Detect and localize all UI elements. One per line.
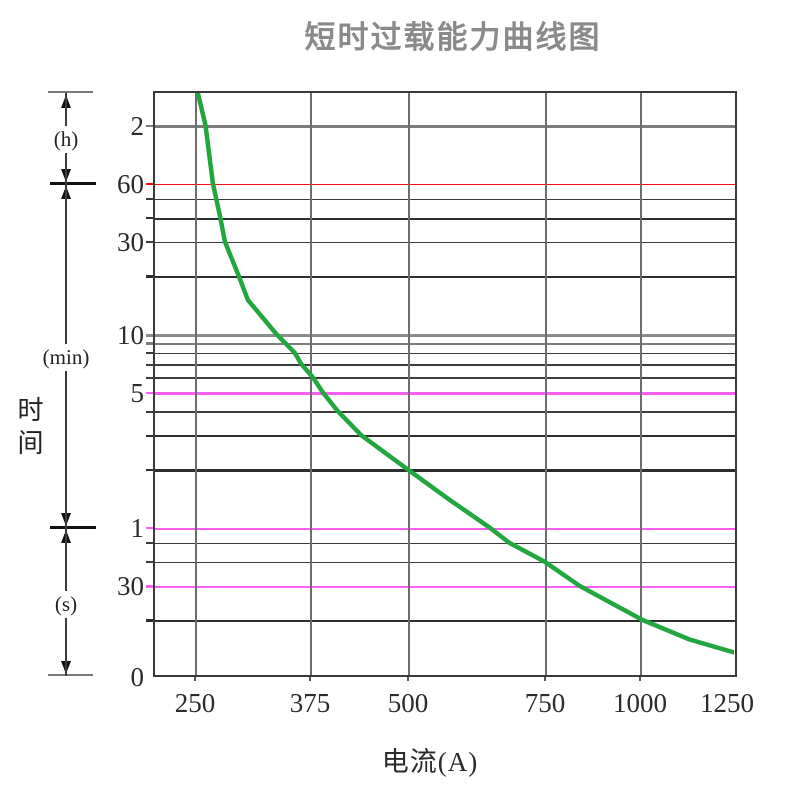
y-axis-tick: [146, 434, 153, 437]
y-axis-tick: [146, 468, 153, 471]
y-tick-label: 30: [117, 227, 144, 258]
y-axis-tick: [146, 376, 153, 379]
dim-cap-top: [48, 91, 93, 93]
y-gridline: [155, 275, 735, 278]
overload-curve: [195, 93, 734, 655]
y-axis-tick: [146, 542, 153, 545]
y-gridline: [155, 527, 735, 530]
x-gridline: [544, 93, 547, 675]
y-axis-tick: [146, 561, 153, 564]
y-gridline: [155, 364, 735, 366]
overload-curve-path: [195, 93, 734, 655]
y-tick-label: 60: [117, 169, 144, 199]
y-axis-tick: [146, 410, 153, 413]
plot-area: [153, 91, 737, 677]
y-gridline: [155, 198, 735, 201]
y-axis-tick: [146, 241, 153, 244]
y-tick-label: 10: [117, 319, 144, 350]
y-axis-tick: [146, 183, 153, 185]
x-tick-label: 375: [289, 688, 331, 718]
x-tick-label: 500: [387, 688, 429, 718]
x-tick-label: 1000: [613, 688, 667, 718]
y-axis-tick: [146, 217, 153, 220]
y-axis-tick: [146, 527, 153, 530]
y-tick-label: 30: [117, 571, 144, 602]
dim-cap-bottom: [48, 674, 93, 676]
x-gridline: [639, 93, 642, 675]
x-tick-label: 1250: [700, 688, 754, 718]
y-tick-label: 2: [130, 110, 145, 141]
y-gridline: [155, 342, 735, 346]
y-axis-tick: [146, 619, 153, 622]
x-axis-tick: [639, 677, 641, 681]
x-axis-title: 电流(A): [381, 747, 479, 777]
y-gridline: [155, 352, 735, 355]
x-gridline: [309, 93, 312, 675]
x-tick-label: 250: [174, 688, 216, 718]
y-axis-tick: [146, 124, 153, 128]
y-gridline: [155, 469, 735, 472]
unit-band-hours: (h): [50, 126, 82, 153]
y-gridline: [155, 125, 735, 128]
chart-title: 短时过载能力曲线图: [304, 20, 602, 55]
y-tick-label: 1: [130, 513, 145, 544]
y-gridline: [155, 217, 735, 220]
unit-band-minutes: (min): [39, 344, 93, 371]
unit-band-seconds: (s): [51, 591, 81, 618]
x-gridline: [407, 93, 410, 675]
y-axis-tick: [146, 391, 153, 394]
y-gridline: [155, 411, 735, 413]
y-gridline: [155, 241, 735, 244]
y-gridline: [155, 392, 735, 395]
y-axis-tick: [146, 275, 153, 278]
y-gridline: [155, 377, 735, 379]
x-axis-tick: [544, 677, 546, 681]
x-axis-tick: [309, 677, 311, 681]
y-gridline: [155, 542, 735, 545]
dim-bar-1min: [50, 526, 96, 529]
y-gridline: [155, 435, 735, 438]
y-tick-label: 0: [130, 662, 145, 692]
x-axis-tick: [194, 677, 196, 681]
y-axis-tick: [146, 333, 153, 337]
y-gridline: [155, 619, 735, 623]
y-axis-tick: [146, 352, 153, 355]
y-axis-title: 时间: [14, 396, 43, 462]
x-axis-tick: [407, 677, 409, 681]
x-tick-label: 750: [524, 688, 566, 718]
y-gridline: [155, 561, 735, 564]
x-gridline: [194, 93, 197, 675]
dim-bar-60min: [50, 182, 96, 185]
dim-line: [65, 93, 67, 676]
y-tick-label: 5: [130, 377, 145, 408]
y-gridline: [155, 585, 735, 588]
y-axis-tick: [146, 585, 153, 588]
y-gridline: [155, 334, 735, 338]
y-axis-tick: [146, 198, 153, 201]
y-axis-tick: [146, 342, 153, 345]
y-axis-tick: [146, 363, 153, 366]
y-gridline: [155, 183, 735, 186]
